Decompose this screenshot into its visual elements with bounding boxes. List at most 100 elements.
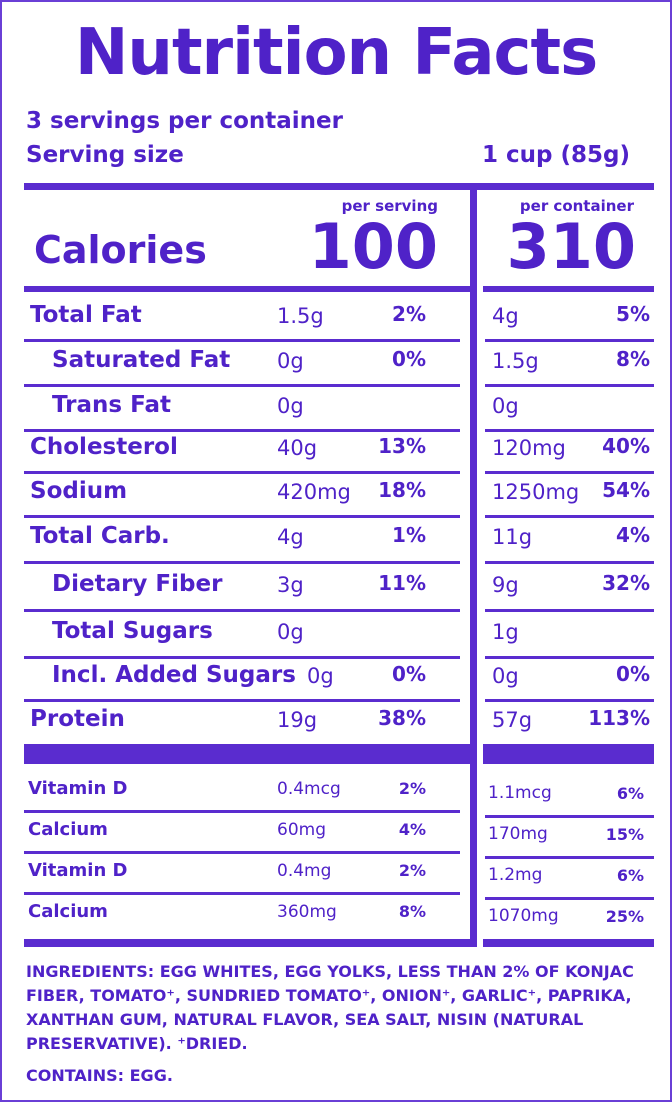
rule <box>24 561 460 564</box>
daily-value: 2% <box>392 302 426 326</box>
container-amount: 120mg <box>492 436 566 460</box>
rule <box>485 609 654 612</box>
nutrient-name: Protein <box>30 706 125 732</box>
rule <box>24 656 460 659</box>
container-daily-value: 54% <box>602 478 650 502</box>
container-daily-value: 5% <box>616 302 650 326</box>
per-serving-label: per serving <box>341 197 438 215</box>
nutrient-name: Trans Fat <box>52 392 171 418</box>
daily-value: 8% <box>398 902 426 921</box>
rule <box>485 856 654 859</box>
rule <box>24 339 460 342</box>
container-amount: 4g <box>492 304 519 328</box>
amount: 19g <box>277 708 318 732</box>
daily-value: 13% <box>378 434 426 458</box>
amount: 0.4mg <box>277 861 332 881</box>
container-amount: 9g <box>492 573 519 597</box>
thick-bar <box>24 744 470 764</box>
container-daily-value: 8% <box>616 347 650 371</box>
container-daily-value: 6% <box>616 866 644 885</box>
serving-size-label: Serving size <box>26 142 184 168</box>
rule <box>24 699 460 702</box>
contains: CONTAINS: EGG. <box>26 1066 173 1085</box>
thick-bar <box>483 744 654 764</box>
nutrient-name: Saturated Fat <box>52 347 231 373</box>
rule <box>24 471 460 474</box>
serving-size: 1 cup (85g) <box>482 142 630 168</box>
thick-rule <box>24 183 654 190</box>
amount: 0g <box>307 664 334 688</box>
container-daily-value: 6% <box>616 784 644 803</box>
rule <box>24 515 460 518</box>
daily-value: 18% <box>378 478 426 502</box>
servings: 3 servings per container <box>26 108 343 134</box>
ingredients: INGREDIENTS: EGG WHITES, EGG YOLKS, LESS… <box>26 962 634 1053</box>
amount: 60mg <box>277 820 326 840</box>
rule <box>24 892 460 895</box>
thick-rule <box>483 286 654 292</box>
title: Nutrition Facts <box>74 16 598 90</box>
vitamin-name: Calcium <box>28 901 108 922</box>
container-amount: 1.1mcg <box>488 783 552 803</box>
nutrient-name: Total Sugars <box>52 618 213 644</box>
vitamin-name: Calcium <box>28 819 108 840</box>
rule <box>485 561 654 564</box>
container-daily-value: 32% <box>602 571 650 595</box>
amount: 0g <box>277 620 304 644</box>
daily-value: 4% <box>398 820 426 839</box>
container-amount: 57g <box>492 708 533 732</box>
nutrient-name: Dietary Fiber <box>52 571 223 597</box>
nutrient-name: Cholesterol <box>30 434 178 460</box>
amount: 0.4mcg <box>277 779 341 799</box>
thick-rule <box>24 939 470 947</box>
thick-rule <box>24 286 470 292</box>
amount: 360mg <box>277 902 337 922</box>
vitamin-name: Vitamin D <box>28 778 128 799</box>
rule <box>24 384 460 387</box>
rule <box>485 429 654 432</box>
nutrient-name: Total Fat <box>30 302 142 328</box>
amount: 3g <box>277 573 304 597</box>
container-amount: 1.5g <box>492 349 539 373</box>
calories-per-serving: 100 <box>308 210 438 283</box>
amount: 40g <box>277 436 318 460</box>
rule <box>485 897 654 900</box>
container-daily-value: 15% <box>605 825 644 844</box>
rule <box>485 699 654 702</box>
container-amount: 0g <box>492 664 519 688</box>
rule <box>485 515 654 518</box>
container-amount: 11g <box>492 525 533 549</box>
amount: 420mg <box>277 480 351 504</box>
container-amount: 1.2mg <box>488 865 543 885</box>
nutrient-name: Incl. Added Sugars <box>52 662 296 688</box>
container-amount: 1070mg <box>488 906 559 926</box>
column-divider <box>470 183 477 947</box>
amount: 4g <box>277 525 304 549</box>
rule <box>24 851 460 854</box>
amount: 0g <box>277 349 304 373</box>
rule <box>24 429 460 432</box>
daily-value: 0% <box>392 662 426 686</box>
nutrient-name: Total Carb. <box>30 523 170 549</box>
container-daily-value: 40% <box>602 434 650 458</box>
rule <box>24 609 460 612</box>
vitamin-name: Vitamin D <box>28 860 128 881</box>
daily-value: 1% <box>392 523 426 547</box>
container-daily-value: 4% <box>616 523 650 547</box>
per-container-label: per container <box>519 197 634 215</box>
calories-per-container: 310 <box>506 210 636 283</box>
container-amount: 0g <box>492 394 519 418</box>
thick-rule <box>483 939 654 947</box>
container-daily-value: 25% <box>605 907 644 926</box>
daily-value: 38% <box>378 706 426 730</box>
rule <box>485 471 654 474</box>
container-amount: 1g <box>492 620 519 644</box>
rule <box>24 810 460 813</box>
amount: 1.5g <box>277 304 324 328</box>
amount: 0g <box>277 394 304 418</box>
rule <box>485 384 654 387</box>
nutrient-name: Sodium <box>30 478 128 504</box>
container-daily-value: 113% <box>588 706 650 730</box>
container-amount: 1250mg <box>492 480 580 504</box>
